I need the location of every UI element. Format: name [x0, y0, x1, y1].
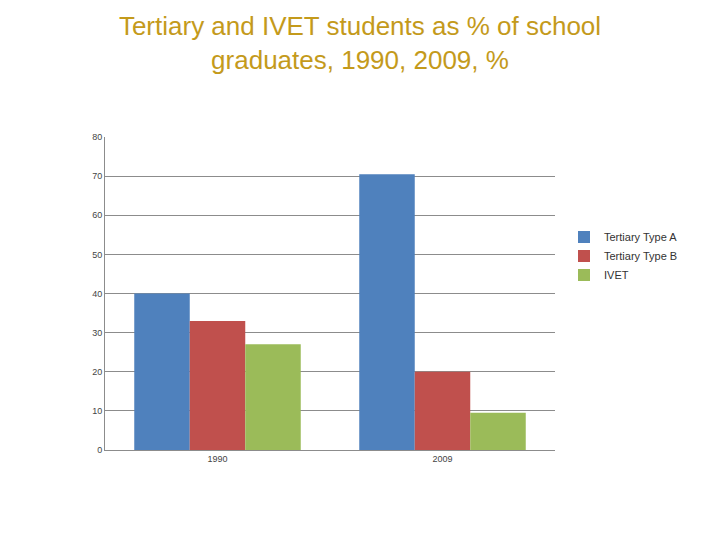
svg-text:Tertiary and IVET students as: Tertiary and IVET students as % of schoo… [119, 11, 601, 75]
svg-text:Tertiary Type B: Tertiary Type B [604, 250, 677, 262]
svg-text:30: 30 [92, 328, 102, 338]
svg-text:50: 50 [92, 250, 102, 260]
svg-text:80: 80 [92, 132, 102, 142]
svg-text:70: 70 [92, 171, 102, 181]
svg-text:10: 10 [92, 406, 102, 416]
svg-text:2009: 2009 [432, 454, 452, 464]
svg-text:1990: 1990 [207, 454, 227, 464]
svg-text:20: 20 [92, 367, 102, 377]
svg-text:40: 40 [92, 289, 102, 299]
svg-text:Tertiary Type A: Tertiary Type A [604, 231, 677, 243]
svg-text:60: 60 [92, 210, 102, 220]
svg-text:0: 0 [97, 445, 102, 455]
svg-text:IVET: IVET [604, 269, 629, 281]
